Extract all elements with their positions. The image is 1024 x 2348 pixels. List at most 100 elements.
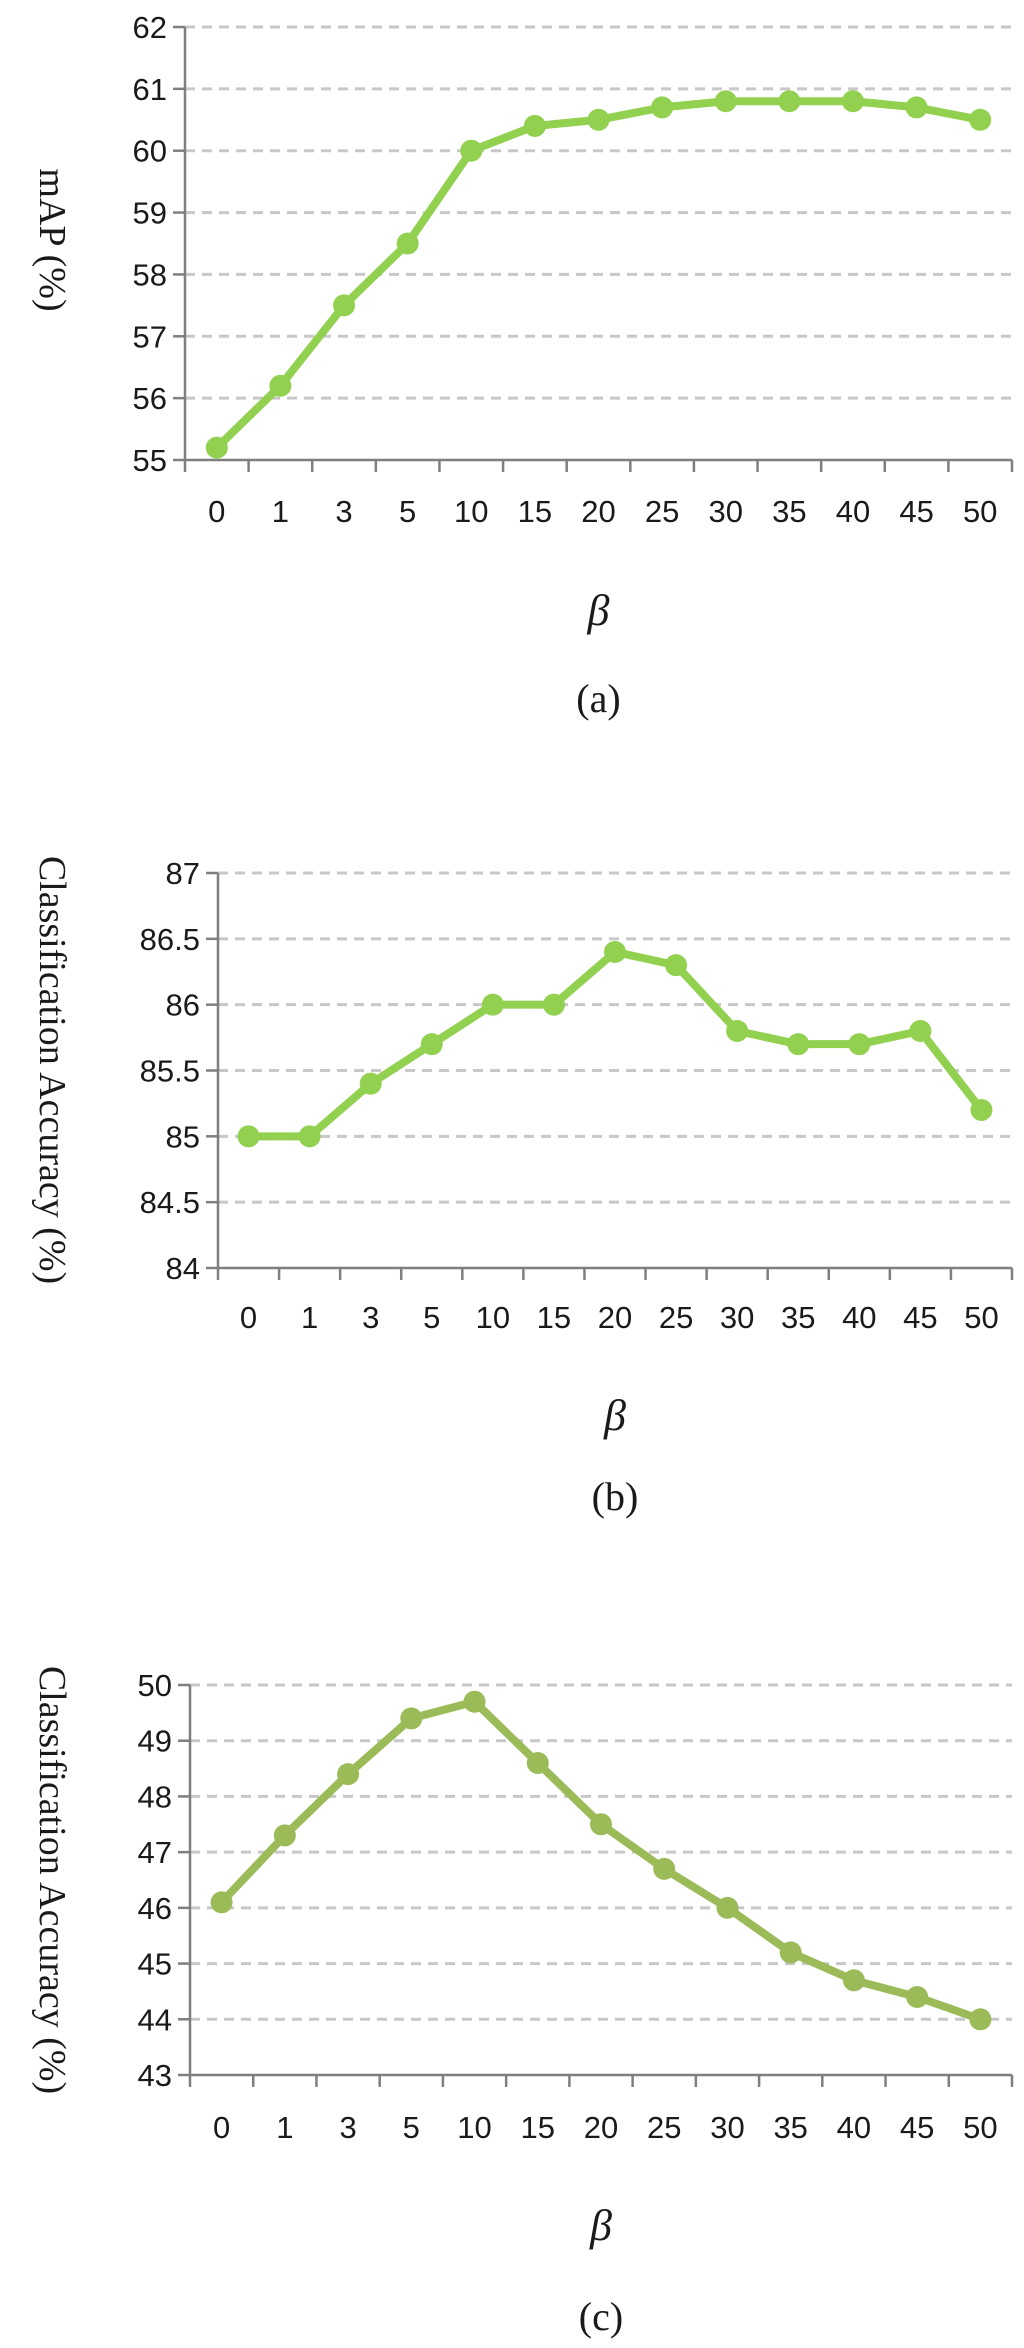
- panel-caption: (c): [579, 2294, 623, 2339]
- y-tick-label: 60: [133, 134, 167, 169]
- data-point: [463, 1690, 486, 1713]
- x-tick-label: 5: [423, 1300, 440, 1335]
- y-tick-label: 86.5: [140, 922, 200, 957]
- data-point: [726, 1020, 749, 1042]
- y-tick-label: 87: [166, 856, 200, 891]
- y-tick-label: 50: [138, 1668, 172, 1703]
- y-tick-labels: 84 84.5 85 85.5 86 86.5 87: [140, 856, 200, 1286]
- x-tick-label: 30: [708, 494, 742, 529]
- data-point: [337, 1763, 360, 1786]
- data-point: [205, 436, 228, 459]
- y-tick-label: 84.5: [140, 1185, 200, 1220]
- x-tick-label: 25: [645, 494, 679, 529]
- x-axis-label: β: [603, 1391, 626, 1440]
- data-point: [779, 1941, 802, 1964]
- gridlines: [185, 25, 1012, 400]
- data-point: [604, 941, 626, 963]
- x-tick-labels: 0 1 3 5 10 15 20 25 30 35 40 45 50: [208, 494, 997, 529]
- y-tick-label: 43: [138, 2058, 172, 2093]
- y-tick-label: 44: [138, 2002, 172, 2037]
- y-tick-label: 56: [133, 381, 167, 416]
- data-point: [590, 1813, 612, 1836]
- y-tick-label: 48: [138, 1779, 172, 1814]
- data-point: [651, 96, 674, 119]
- x-tick-label: 50: [963, 494, 997, 529]
- series-line: [217, 1697, 985, 2024]
- panel-caption: (b): [592, 1474, 639, 1519]
- data-point: [970, 1099, 993, 1121]
- data-point: [841, 90, 864, 113]
- x-tick-label: 25: [659, 1300, 693, 1335]
- x-tick-label: 20: [598, 1300, 632, 1335]
- y-tick-label: 86: [166, 988, 200, 1023]
- data-point: [905, 96, 928, 119]
- data-point: [653, 1857, 676, 1880]
- y-tick-label: 46: [138, 1891, 172, 1926]
- data-point: [542, 993, 565, 1016]
- data-point: [210, 1891, 233, 1914]
- x-tick-label: 10: [454, 494, 488, 529]
- x-tick-label: 45: [900, 2110, 934, 2145]
- data-point: [420, 1033, 443, 1056]
- x-tick-label: 30: [720, 1300, 754, 1335]
- gridlines: [190, 1683, 1012, 2021]
- x-tick-label: 0: [240, 1300, 257, 1335]
- y-tick-label: 47: [138, 1835, 172, 1870]
- data-point: [665, 954, 688, 977]
- data-point: [359, 1072, 382, 1095]
- axes: [173, 25, 1014, 472]
- y-tick-labels: 43 44 45 46 47 48 49 50: [138, 1668, 172, 2093]
- y-tick-label: 84: [166, 1251, 200, 1286]
- series-line: [244, 948, 986, 1141]
- x-tick-label: 15: [521, 2110, 555, 2145]
- data-point: [587, 108, 610, 131]
- data-point: [842, 1969, 865, 1992]
- data-point: [481, 993, 504, 1016]
- x-tick-label: 3: [335, 494, 352, 529]
- x-tick-label: 15: [518, 494, 552, 529]
- data-point: [526, 1752, 549, 1774]
- axes: [178, 1683, 1014, 2087]
- y-tick-label: 58: [133, 257, 167, 292]
- data-point: [269, 374, 292, 397]
- data-point: [333, 294, 356, 317]
- x-tick-label: 40: [837, 2110, 871, 2145]
- data-point: [273, 1824, 296, 1847]
- data-point: [400, 1707, 423, 1730]
- y-tick-label: 45: [138, 1947, 172, 1982]
- data-point: [969, 2008, 992, 2031]
- data-point: [298, 1125, 321, 1148]
- data-point: [460, 139, 483, 162]
- data-point: [787, 1033, 810, 1056]
- y-tick-label: 55: [133, 443, 167, 478]
- x-tick-label: 40: [842, 1300, 876, 1335]
- data-point: [778, 90, 801, 113]
- x-axis-label: β: [589, 2201, 612, 2250]
- x-tick-label: 0: [213, 2110, 230, 2145]
- y-tick-label: 49: [138, 1724, 172, 1759]
- x-tick-label: 45: [899, 494, 933, 529]
- x-tick-label: 1: [276, 2110, 293, 2145]
- data-point: [848, 1033, 871, 1056]
- series-points: [210, 1690, 992, 2031]
- x-tick-label: 10: [457, 2110, 491, 2145]
- data-point: [969, 108, 992, 131]
- x-axis-label: β: [587, 586, 610, 635]
- x-tick-label: 35: [772, 494, 806, 529]
- y-axis-label: Classification Accuracy (%): [31, 856, 73, 1284]
- x-tick-labels: 0 1 3 5 10 15 20 25 30 35 40 45 50: [213, 2110, 998, 2145]
- x-tick-label: 50: [964, 1300, 998, 1335]
- y-tick-label: 85.5: [140, 1054, 200, 1089]
- x-tick-label: 30: [710, 2110, 744, 2145]
- x-tick-label: 20: [581, 494, 615, 529]
- x-tick-labels: 0 1 3 5 10 15 20 25 30 35 40 45 50: [240, 1300, 999, 1335]
- y-tick-label: 61: [133, 72, 167, 107]
- x-tick-label: 3: [339, 2110, 356, 2145]
- gridlines: [218, 871, 1012, 1204]
- data-point: [909, 1020, 932, 1042]
- y-tick-label: 57: [133, 319, 167, 354]
